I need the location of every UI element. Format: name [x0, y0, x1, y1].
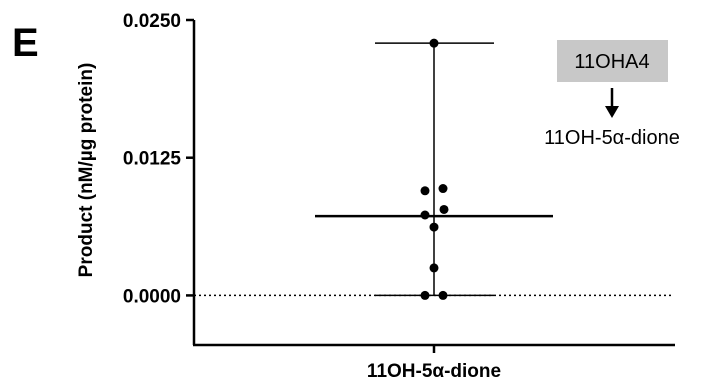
data-point [438, 290, 448, 300]
data-point [420, 210, 430, 220]
y-tick-label: 0.0250 [123, 11, 181, 32]
y-tick-label: 0.0000 [123, 286, 181, 307]
data-point [429, 222, 439, 232]
x-ticks: 11OH-5α-dione [367, 345, 501, 382]
substrate-label: 11OHA4 [574, 51, 649, 73]
y-ticks: 0.0000 0.0125 0.0250 [123, 11, 194, 307]
data-point [439, 204, 449, 214]
product-label: 11OH-5α-dione [544, 127, 680, 149]
x-tick-label: 11OH-5α-dione [367, 361, 501, 382]
data-point [429, 38, 439, 48]
panel-label: E [12, 21, 39, 65]
y-axis-label: Product (nM/µg protein) [76, 63, 97, 278]
substrate-box [557, 40, 668, 82]
data-point [429, 263, 439, 273]
data-point [438, 184, 448, 194]
y-tick-label: 0.0125 [123, 149, 182, 170]
arrow-head-icon [605, 106, 619, 118]
data-point [420, 186, 430, 196]
data-points [420, 38, 449, 300]
data-point [420, 290, 430, 300]
